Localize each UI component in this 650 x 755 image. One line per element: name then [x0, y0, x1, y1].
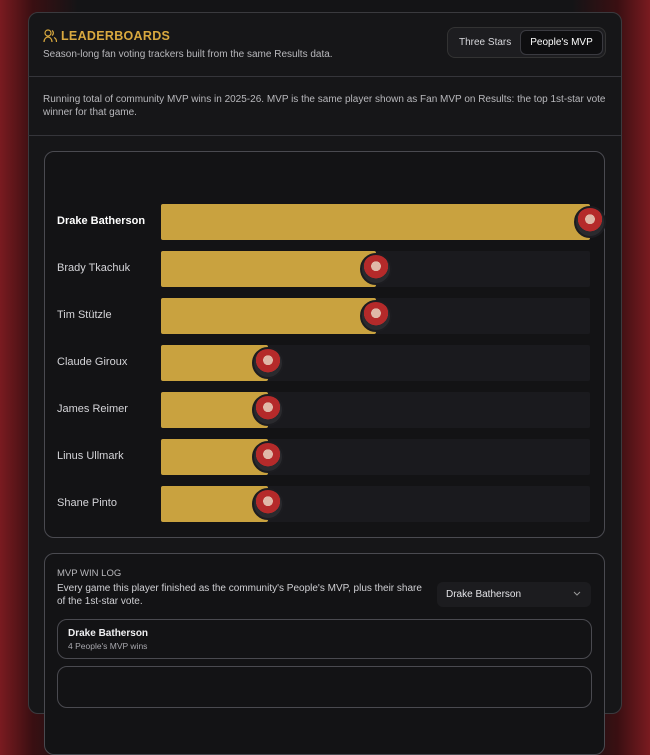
- avatar: [252, 394, 285, 426]
- bar-label: Claude Giroux: [57, 356, 128, 368]
- tab[interactable]: People's MVP: [520, 30, 603, 55]
- entry[interactable]: [57, 666, 592, 708]
- win-log-text: Every game this player finished as the c…: [57, 583, 422, 607]
- avatar: [359, 300, 392, 332]
- avatar: [574, 206, 606, 238]
- divider: [28, 135, 621, 136]
- avatar: [252, 347, 285, 379]
- tabs: Three Stars People's MVP: [447, 27, 606, 58]
- bar: [161, 204, 590, 240]
- chevron: [573, 591, 581, 596]
- win-log-title: MVP WIN LOG: [57, 568, 122, 579]
- bar: [161, 392, 269, 428]
- bar-label: Linus Ullmark: [57, 450, 124, 462]
- description: Running total of community MVP wins in 2…: [43, 94, 606, 118]
- divider: [28, 76, 621, 77]
- bar-label: Tim Stützle: [57, 309, 112, 321]
- icon: [43, 29, 57, 43]
- select-value: Drake Batherson: [446, 589, 522, 600]
- title: LEADERBOARDS: [61, 29, 171, 43]
- bar: [161, 439, 269, 475]
- tab[interactable]: Three Stars: [459, 37, 512, 48]
- entry-name: Drake Batherson: [68, 628, 149, 639]
- entry[interactable]: Drake Batherson 4 People's MVP wins: [57, 619, 592, 659]
- avatar: [359, 253, 392, 285]
- bar: [161, 486, 269, 522]
- bar: [161, 251, 376, 287]
- bar-label: Drake Batherson: [57, 215, 146, 227]
- avatar: [252, 441, 285, 473]
- entry-detail: 4 People's MVP wins: [68, 641, 148, 651]
- player-select[interactable]: Drake Batherson: [437, 582, 591, 607]
- avatar: [252, 488, 285, 520]
- bar-label: James Reimer: [57, 403, 128, 415]
- bar: [161, 345, 269, 381]
- bar: [161, 298, 376, 334]
- subtitle: Season-long fan voting trackers built fr…: [43, 49, 333, 60]
- bar-label: Shane Pinto: [57, 497, 117, 509]
- bar-label: Brady Tkachuk: [57, 262, 131, 274]
